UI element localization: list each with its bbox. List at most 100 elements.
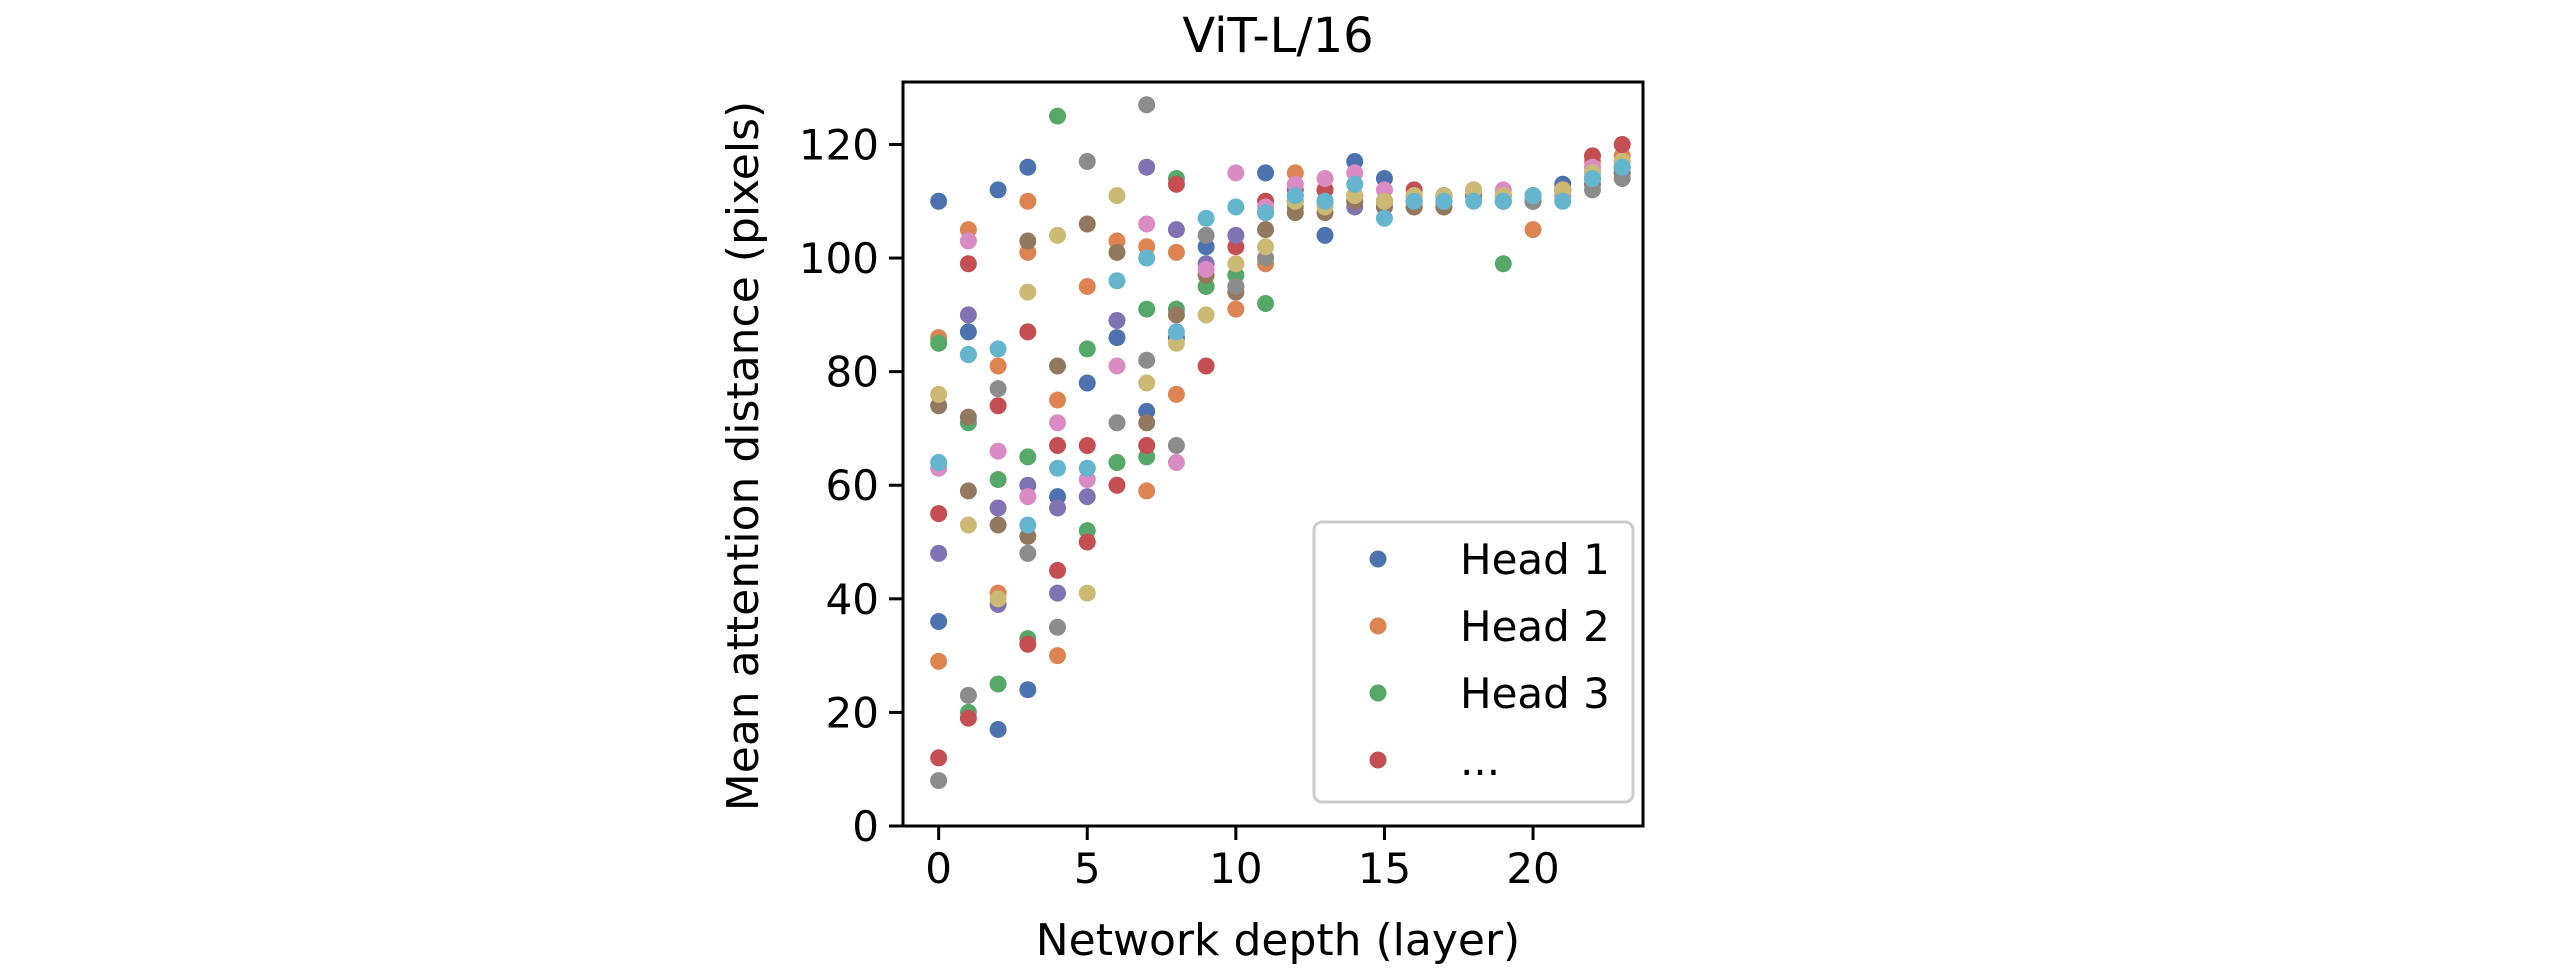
x-tick-label: 0 <box>925 844 952 893</box>
data-point <box>1049 618 1067 636</box>
data-point <box>959 408 977 426</box>
data-point <box>1257 238 1275 256</box>
data-point <box>1019 488 1037 506</box>
data-point <box>1554 192 1572 210</box>
data-point <box>1435 192 1453 210</box>
data-point <box>930 652 948 670</box>
data-point <box>959 255 977 273</box>
data-point <box>1108 476 1126 494</box>
data-point <box>930 749 948 767</box>
y-tick-label: 80 <box>826 348 879 397</box>
data-points <box>930 96 1631 790</box>
data-point <box>1286 187 1304 205</box>
data-point <box>1049 584 1067 602</box>
legend-frame <box>1312 520 1635 804</box>
data-point <box>959 306 977 324</box>
y-axis-label: Mean attention distance (pixels) <box>718 101 769 811</box>
legend-label: Head 3 <box>1460 669 1610 718</box>
legend-marker <box>1369 550 1387 568</box>
data-point <box>1049 357 1067 375</box>
data-point <box>1197 306 1215 324</box>
data-point <box>959 709 977 727</box>
data-point <box>1108 414 1126 432</box>
data-point <box>1078 488 1096 506</box>
data-point <box>1197 260 1215 278</box>
x-tick-label: 20 <box>1506 844 1559 893</box>
data-point <box>1167 454 1185 472</box>
data-point <box>1613 135 1631 153</box>
data-point <box>1019 448 1037 466</box>
data-point <box>1108 243 1126 261</box>
data-point <box>1138 351 1156 369</box>
data-point <box>1316 192 1334 210</box>
data-point <box>1078 584 1096 602</box>
data-point <box>1078 374 1096 392</box>
data-point <box>1138 158 1156 176</box>
data-point <box>1138 249 1156 267</box>
data-point <box>959 686 977 704</box>
plot-area-frame <box>901 80 1645 828</box>
data-point <box>1049 414 1067 432</box>
data-point <box>1049 107 1067 125</box>
data-point <box>1316 170 1334 188</box>
data-point <box>1138 482 1156 500</box>
data-point <box>1227 255 1245 273</box>
data-point <box>1613 158 1631 176</box>
legend-marker <box>1369 751 1387 769</box>
data-point <box>1138 436 1156 454</box>
x-axis-label: Network depth (layer) <box>1036 915 1520 966</box>
data-point <box>1019 635 1037 653</box>
data-point <box>989 181 1007 199</box>
legend-marker <box>1369 684 1387 702</box>
data-point <box>959 346 977 364</box>
data-point <box>989 442 1007 460</box>
data-point <box>1257 294 1275 312</box>
data-point <box>1138 414 1156 432</box>
y-tick-label: 120 <box>799 120 879 169</box>
y-tick-label: 60 <box>826 461 879 510</box>
data-point <box>1167 175 1185 193</box>
data-point <box>1019 516 1037 534</box>
data-point <box>1019 323 1037 341</box>
data-point <box>930 334 948 352</box>
data-point <box>1078 340 1096 358</box>
data-point <box>1167 323 1185 341</box>
data-point <box>930 505 948 523</box>
data-point <box>1257 221 1275 239</box>
data-point <box>1138 215 1156 233</box>
data-point <box>930 772 948 790</box>
data-point <box>1138 300 1156 318</box>
data-point <box>1019 544 1037 562</box>
data-point <box>1019 232 1037 250</box>
data-point <box>989 397 1007 415</box>
data-point <box>1197 226 1215 244</box>
data-point <box>989 357 1007 375</box>
legend-label: Head 2 <box>1460 602 1610 651</box>
data-point <box>1257 164 1275 182</box>
data-point <box>1049 499 1067 517</box>
data-point <box>1049 226 1067 244</box>
data-point <box>959 482 977 500</box>
data-point <box>1108 187 1126 205</box>
x-tick-label: 15 <box>1358 844 1411 893</box>
data-point <box>1375 192 1393 210</box>
y-tick-label: 0 <box>852 802 879 851</box>
data-point <box>989 471 1007 489</box>
data-point <box>989 675 1007 693</box>
data-point <box>1524 221 1542 239</box>
data-point <box>1108 329 1126 347</box>
series-10 <box>930 158 1631 534</box>
y-tick-label: 40 <box>826 575 879 624</box>
data-point <box>1049 391 1067 409</box>
data-point <box>1078 277 1096 295</box>
legend: Head 1 Head 2 Head 3... <box>1312 520 1635 804</box>
data-point <box>1138 96 1156 114</box>
data-point <box>1227 226 1245 244</box>
data-point <box>1078 215 1096 233</box>
data-point <box>1227 277 1245 295</box>
data-point <box>989 516 1007 534</box>
data-point <box>1197 357 1215 375</box>
data-point <box>1346 175 1364 193</box>
data-point <box>1108 312 1126 330</box>
data-point <box>1227 198 1245 216</box>
